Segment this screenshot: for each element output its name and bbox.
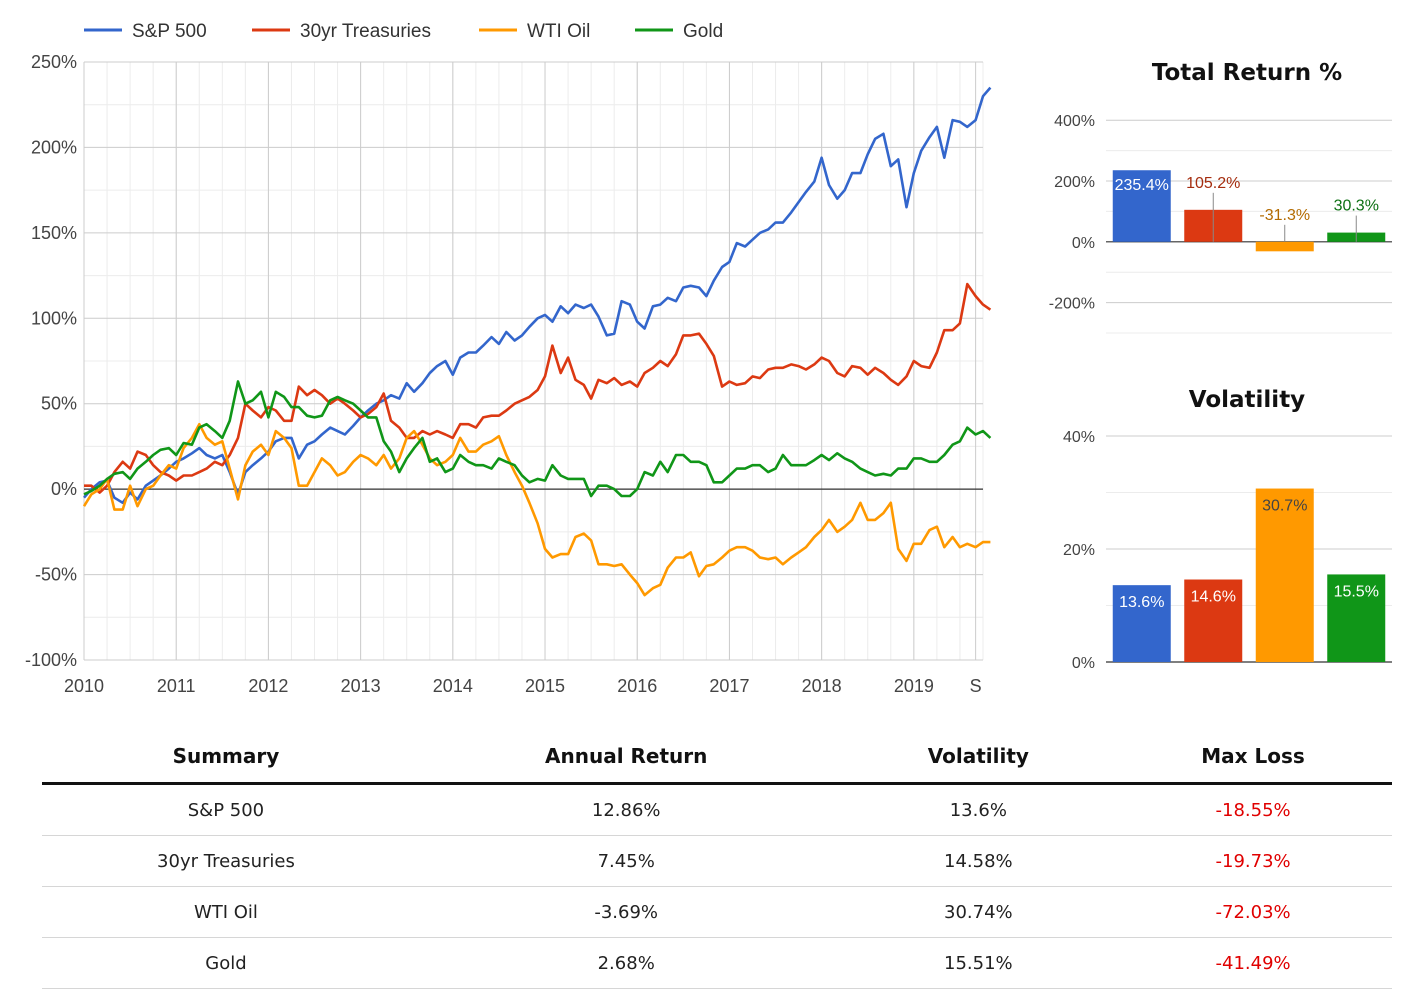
- x-tick-label: 2015: [525, 676, 565, 696]
- summary-header-volatility: Volatility: [842, 730, 1115, 785]
- line-chart: 250% 200% 150% 100% 50% 0% -50% -100% 2010 2011 20…: [25, 21, 992, 696]
- table-row: Gold 2.68% 15.51% -41.49%: [42, 937, 1392, 989]
- y-tick-label: 20%: [1063, 542, 1095, 559]
- data-label: 30.7%: [1262, 498, 1307, 515]
- y-tick-label: 100%: [31, 308, 77, 328]
- data-label: 13.6%: [1119, 594, 1164, 611]
- row-max-loss: -72.03%: [1114, 886, 1392, 938]
- row-name: WTI Oil: [42, 886, 410, 938]
- y-tick-label: -200%: [1049, 296, 1095, 313]
- row-volatility: 30.74%: [842, 886, 1115, 938]
- data-label: 15.5%: [1334, 583, 1379, 600]
- x-tick-label: 2019: [894, 676, 934, 696]
- series-line-0: [83, 86, 992, 505]
- data-label: 14.6%: [1191, 589, 1236, 606]
- y-tick-label: -50%: [35, 565, 77, 585]
- row-volatility: 13.6%: [842, 783, 1115, 836]
- bar-1: [1184, 579, 1243, 662]
- data-label: 30.3%: [1334, 198, 1379, 215]
- legend-label: 30yr Treasuries: [300, 21, 431, 42]
- row-max-loss: -19.73%: [1114, 835, 1392, 887]
- x-tick-label: 2016: [617, 676, 657, 696]
- x-tick-label: 2010: [64, 676, 104, 696]
- y-tick-label: 40%: [1063, 429, 1095, 446]
- series-line-1: [84, 282, 992, 494]
- x-tick-label: 2012: [248, 676, 288, 696]
- row-annual-return: -3.69%: [409, 886, 843, 938]
- bar-2: [1255, 488, 1314, 662]
- total-return-chart: Total Return % 400% 200% 0% -200% 235.4% 105.…: [1049, 60, 1392, 334]
- summary-table: Summary Annual Return Volatility Max Los…: [42, 730, 1392, 989]
- row-annual-return: 7.45%: [409, 835, 843, 887]
- summary-header-row: Summary Annual Return Volatility Max Los…: [42, 730, 1392, 785]
- x-tick-label: S: [970, 676, 982, 696]
- y-tick-label: 0%: [1072, 655, 1095, 672]
- row-volatility: 15.51%: [842, 937, 1115, 989]
- y-tick-label: 150%: [31, 223, 77, 243]
- table-row: 30yr Treasuries 7.45% 14.58% -19.73%: [42, 835, 1392, 887]
- legend-label: Gold: [683, 21, 723, 42]
- x-tick-label: 2017: [709, 676, 749, 696]
- bar-0: [1112, 170, 1171, 242]
- row-max-loss: -41.49%: [1114, 937, 1392, 989]
- x-tick-label: 2011: [157, 676, 196, 696]
- row-name: S&P 500: [42, 783, 410, 836]
- row-annual-return: 2.68%: [409, 937, 843, 989]
- y-tick-label: 0%: [51, 479, 77, 499]
- table-row: S&P 500 12.86% 13.6% -18.55%: [42, 783, 1392, 836]
- table-row: WTI Oil -3.69% 30.74% -72.03%: [42, 886, 1392, 938]
- volatility-title: Volatility: [1189, 387, 1305, 413]
- bar-2: [1255, 241, 1314, 252]
- row-volatility: 14.58%: [842, 835, 1115, 887]
- data-label: 105.2%: [1186, 175, 1240, 192]
- series-line-3: [83, 380, 992, 498]
- y-tick-label: 50%: [41, 394, 77, 414]
- x-tick-label: 2018: [802, 676, 842, 696]
- legend-label: S&P 500: [132, 21, 207, 42]
- x-tick-label: 2013: [341, 676, 381, 696]
- y-tick-label: -100%: [25, 650, 77, 670]
- legend-label: WTI Oil: [527, 21, 590, 42]
- bar-3: [1327, 574, 1386, 662]
- summary-header-annual-return: Annual Return: [409, 730, 843, 785]
- row-name: 30yr Treasuries: [42, 835, 410, 887]
- series-line-2: [82, 422, 991, 597]
- y-tick-label: 200%: [1054, 174, 1095, 191]
- bar-0: [1112, 585, 1171, 662]
- row-annual-return: 12.86%: [409, 783, 843, 836]
- volatility-chart: Volatility 40% 20% 0% 13.6% 14.6% 30.7% 15.5%: [1063, 387, 1392, 672]
- y-tick-label: 400%: [1054, 113, 1095, 130]
- summary-header-max-loss: Max Loss: [1114, 730, 1392, 785]
- x-tick-label: 2014: [433, 676, 473, 696]
- data-label: 235.4%: [1115, 177, 1169, 194]
- total-return-title: Total Return %: [1152, 60, 1342, 86]
- y-tick-label: 200%: [31, 137, 77, 157]
- row-name: Gold: [42, 937, 410, 989]
- data-label: -31.3%: [1259, 207, 1310, 224]
- y-tick-label: 250%: [31, 52, 77, 72]
- row-max-loss: -18.55%: [1114, 783, 1392, 836]
- summary-header-name: Summary: [42, 730, 410, 785]
- y-tick-label: 0%: [1072, 235, 1095, 252]
